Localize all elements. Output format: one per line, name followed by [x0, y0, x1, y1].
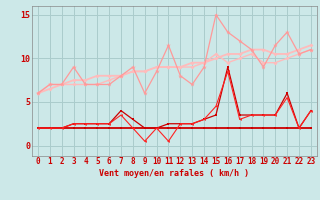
- X-axis label: Vent moyen/en rafales ( km/h ): Vent moyen/en rafales ( km/h ): [100, 169, 249, 178]
